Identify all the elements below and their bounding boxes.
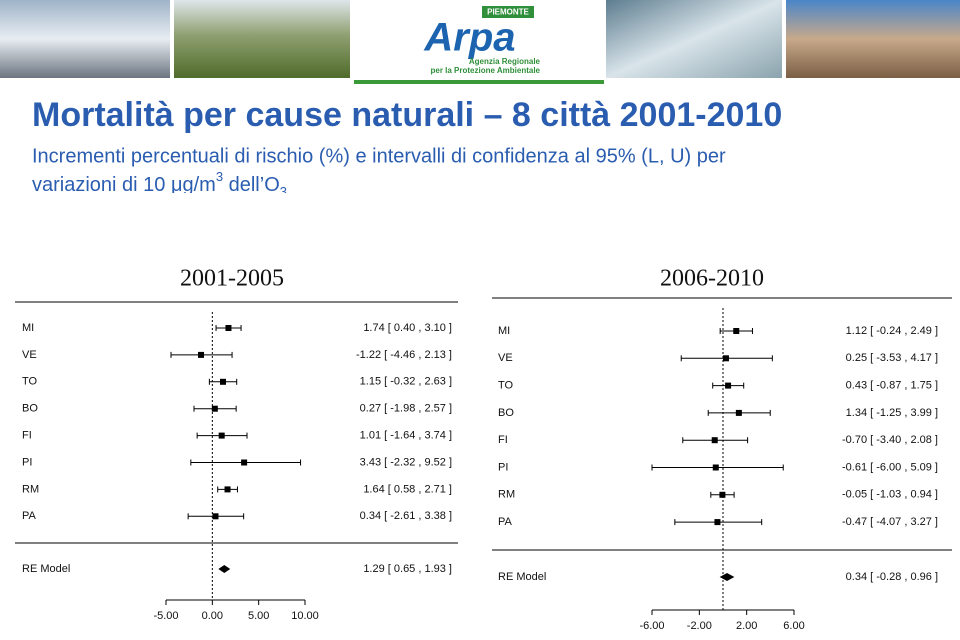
x-tick-label: 2.00 xyxy=(736,620,757,632)
point-estimate xyxy=(711,437,718,444)
photo xyxy=(786,0,960,78)
value-label: -0.47 [ -4.07 , 3.27 ] xyxy=(842,516,938,528)
point-estimate xyxy=(211,405,218,412)
category-label: PA xyxy=(22,510,37,522)
logo-badge xyxy=(482,6,534,18)
chart-title: 2001-2005 xyxy=(180,266,284,292)
category-label: BO xyxy=(22,403,38,415)
logo-brand: Arpa xyxy=(423,16,515,60)
x-tick-label: 6.00 xyxy=(783,620,804,632)
value-label: 1.12 [ -0.24 , 2.49 ] xyxy=(846,325,938,337)
value-label: 1.74 [ 0.40 , 3.10 ] xyxy=(363,322,452,334)
category-label: BO xyxy=(498,407,514,419)
category-label: MI xyxy=(498,325,510,337)
value-label: 0.34 [ -0.28 , 0.96 ] xyxy=(846,571,938,583)
slide-title: Mortalità per cause naturali – 8 città 2… xyxy=(32,96,782,134)
value-label: 1.29 [ 0.65 , 1.93 ] xyxy=(363,563,452,575)
category-label: PI xyxy=(22,456,32,468)
x-tick-label: 10.00 xyxy=(291,610,319,622)
x-tick-label: 5.00 xyxy=(248,610,269,622)
value-label: 0.34 [ -2.61 , 3.38 ] xyxy=(360,510,452,522)
point-estimate xyxy=(212,513,219,520)
point-estimate xyxy=(219,378,226,385)
value-label: 0.43 [ -0.87 , 1.75 ] xyxy=(846,380,938,392)
slide-subtitle: variazioni di 10 μg/m3 dell’O3 xyxy=(32,169,287,199)
point-estimate xyxy=(218,432,225,439)
value-label: -0.61 [ -6.00 , 5.09 ] xyxy=(842,461,938,473)
category-label: PI xyxy=(498,461,508,473)
summary-diamond xyxy=(719,573,735,581)
category-label: VE xyxy=(22,349,37,361)
value-label: -1.22 [ -4.46 , 2.13 ] xyxy=(356,349,452,361)
point-estimate xyxy=(225,325,232,331)
summary-diamond xyxy=(218,565,231,573)
photo xyxy=(606,0,782,78)
subtitle-line: variazioni di 10 μg/m3 dell’O3 xyxy=(32,169,287,199)
value-label: 1.01 [ -1.64 , 3.74 ] xyxy=(360,430,452,442)
point-estimate xyxy=(712,464,719,471)
point-estimate xyxy=(241,459,248,466)
value-label: -0.70 [ -3.40 , 2.08 ] xyxy=(842,434,938,446)
point-estimate xyxy=(725,382,732,389)
category-label: FI xyxy=(22,430,32,442)
value-label: -0.05 [ -1.03 , 0.94 ] xyxy=(842,489,938,501)
chart-title: 2006-2010 xyxy=(660,266,764,292)
category-label: RE Model xyxy=(22,563,70,575)
x-tick-label: -6.00 xyxy=(639,620,664,632)
value-label: 1.34 [ -1.25 , 3.99 ] xyxy=(846,407,938,419)
subtitle-text: dell’O xyxy=(223,174,280,196)
value-label: 1.64 [ 0.58 , 2.71 ] xyxy=(363,483,452,495)
category-label: RE Model xyxy=(498,571,546,583)
point-estimate xyxy=(735,409,742,416)
x-tick-label: -2.00 xyxy=(687,620,712,632)
point-estimate xyxy=(722,355,729,362)
point-estimate xyxy=(224,486,231,493)
x-tick-label: 0.00 xyxy=(202,610,223,622)
point-estimate xyxy=(719,491,726,498)
subtitle-sup: 3 xyxy=(216,169,223,184)
category-label: RM xyxy=(498,489,515,501)
value-label: 3.43 [ -2.32 , 9.52 ] xyxy=(360,456,452,468)
logo-tagline: Agenzia Regionale xyxy=(469,57,541,66)
category-label: FI xyxy=(498,434,508,446)
x-tick-label: -5.00 xyxy=(153,610,178,622)
subtitle-text: variazioni di 10 μg/m xyxy=(32,174,216,196)
logo-bar xyxy=(354,80,604,84)
logo-region: PIEMONTE xyxy=(487,8,529,17)
subtitle-sub: 3 xyxy=(280,184,287,199)
category-label: TO xyxy=(22,376,38,388)
category-label: VE xyxy=(498,352,513,364)
photo xyxy=(0,0,170,78)
slide-subtitle: Incrementi percentuali di rischio (%) e … xyxy=(32,145,726,167)
category-label: PA xyxy=(498,516,513,528)
point-estimate xyxy=(198,351,205,358)
category-label: MI xyxy=(22,322,34,334)
category-label: RM xyxy=(22,483,39,495)
category-label: TO xyxy=(498,380,514,392)
value-label: 0.27 [ -1.98 , 2.57 ] xyxy=(360,403,452,415)
value-label: 1.15 [ -0.32 , 2.63 ] xyxy=(360,376,452,388)
point-estimate xyxy=(714,519,721,526)
value-label: 0.25 [ -3.53 , 4.17 ] xyxy=(846,352,938,364)
point-estimate xyxy=(733,328,740,334)
photo xyxy=(174,0,350,78)
logo-tagline: per la Protezione Ambientale xyxy=(430,66,540,75)
